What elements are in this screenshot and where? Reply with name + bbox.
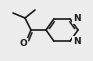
Text: N: N [73,14,81,23]
Text: N: N [73,37,81,46]
Text: O: O [19,38,27,48]
